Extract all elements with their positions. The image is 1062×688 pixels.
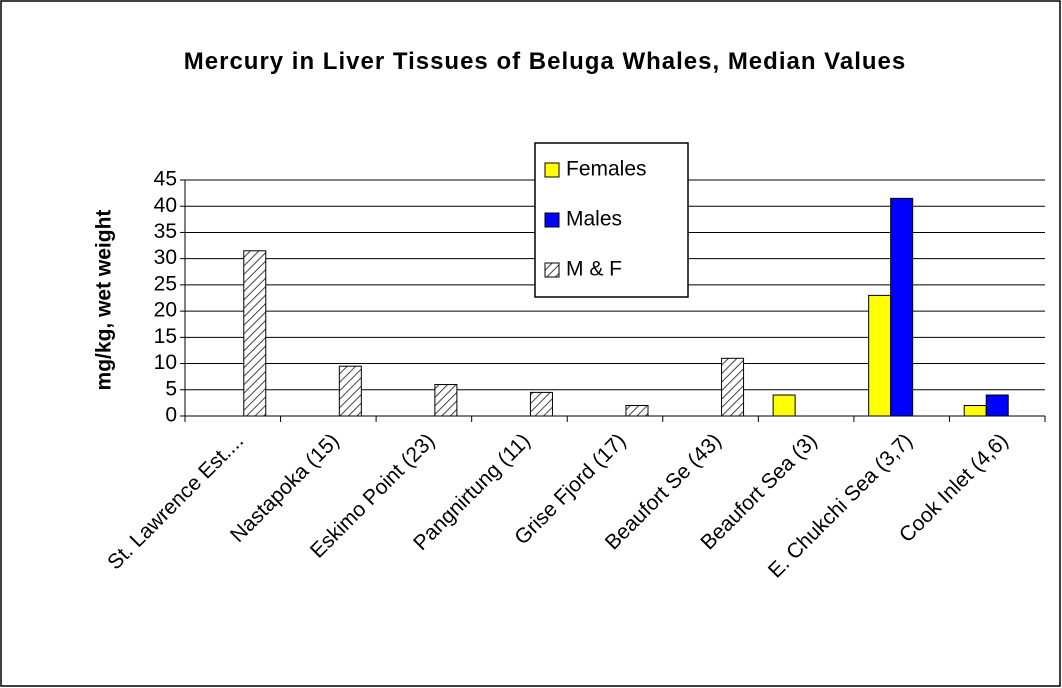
bar (890, 197, 914, 417)
legend: Females Males M & F (534, 142, 689, 298)
y-tick-label: 45 (154, 168, 177, 191)
y-tick-label: 40 (154, 194, 177, 217)
y-tick-label: 30 (154, 246, 177, 269)
legend-label: Females (566, 158, 647, 181)
legend-box (534, 142, 689, 298)
x-tick-label: St. Lawrence Est.... (103, 429, 248, 574)
legend-label: Males (566, 208, 622, 231)
bar (985, 394, 1009, 417)
legend-swatch (544, 262, 560, 278)
bar (963, 405, 987, 417)
bar (434, 384, 458, 417)
bar (625, 405, 649, 417)
bar (529, 391, 553, 417)
bar (868, 294, 892, 417)
legend-label: M & F (566, 258, 622, 281)
bar (721, 357, 745, 417)
legend-swatch (544, 162, 560, 178)
y-tick-label: 15 (154, 325, 177, 348)
bar (338, 365, 362, 417)
y-axis-label: mg/kg, wet weight (93, 210, 116, 391)
legend-swatch (544, 212, 560, 228)
y-tick-label: 5 (165, 377, 177, 400)
y-tick-label: 20 (154, 299, 177, 322)
y-tick-label: 10 (154, 351, 177, 374)
y-tick-label: 35 (154, 220, 177, 243)
bar (243, 250, 267, 417)
y-tick-label: 0 (165, 404, 177, 427)
chart-title: Mercury in Liver Tissues of Beluga Whale… (183, 48, 907, 75)
bar (772, 394, 796, 417)
y-tick-label: 25 (154, 272, 177, 295)
